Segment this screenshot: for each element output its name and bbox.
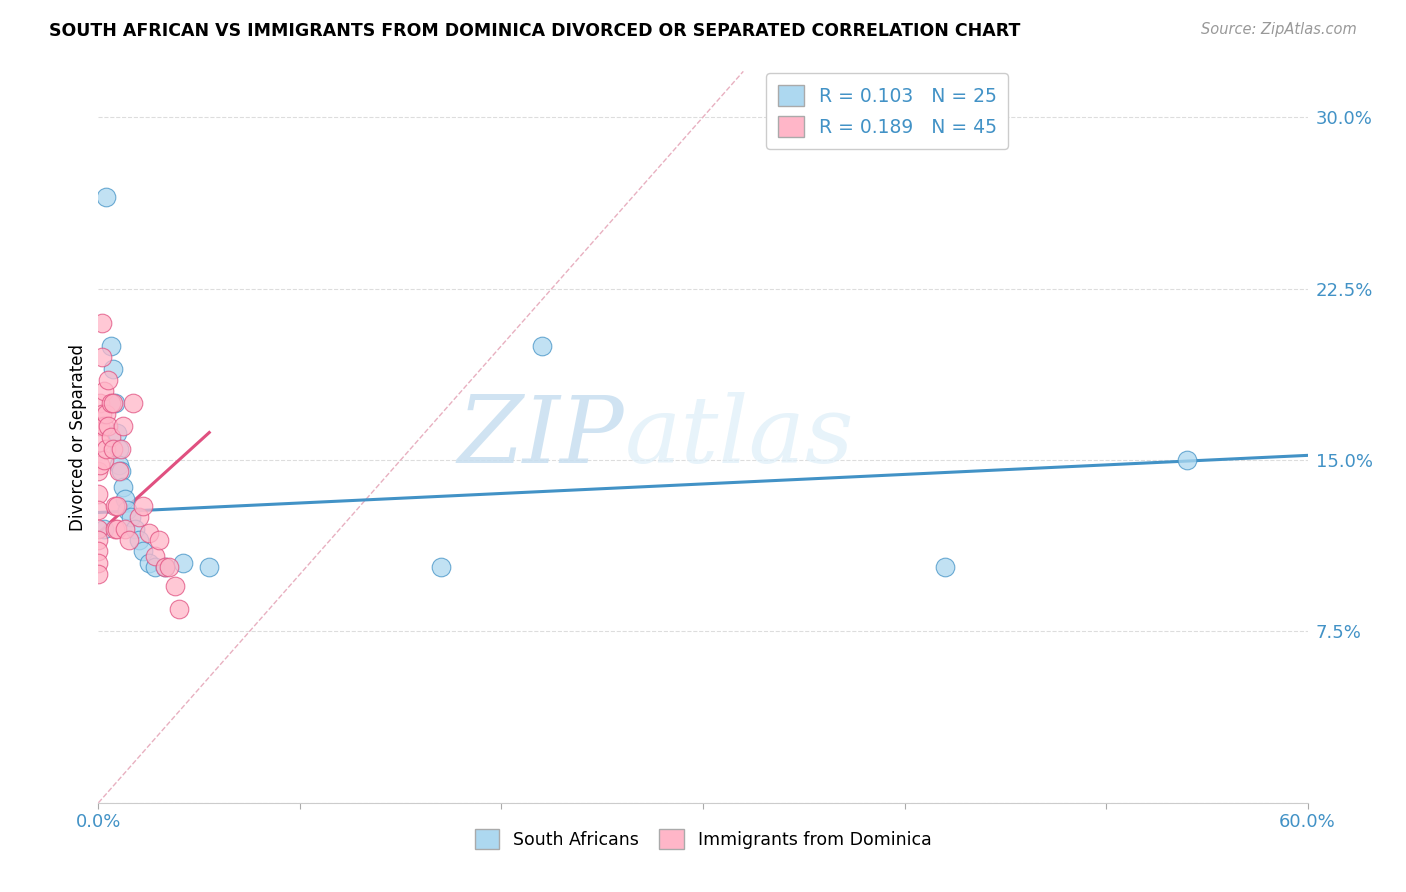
- Text: atlas: atlas: [624, 392, 853, 482]
- Point: [87, 556, 110, 570]
- Point: [93, 418, 115, 433]
- Point: [103, 499, 125, 513]
- Point: [172, 556, 194, 570]
- Point: [128, 510, 150, 524]
- Point: [93, 521, 115, 535]
- Point: [110, 442, 132, 456]
- Point: [101, 396, 124, 410]
- Point: [105, 521, 128, 535]
- Point: [101, 442, 124, 456]
- Point: [105, 499, 128, 513]
- Point: [101, 361, 124, 376]
- Point: [110, 464, 132, 478]
- Point: [132, 499, 155, 513]
- Point: [91, 407, 114, 421]
- Point: [93, 453, 115, 467]
- Point: [89, 418, 111, 433]
- Point: [167, 601, 190, 615]
- Point: [100, 396, 122, 410]
- Point: [132, 544, 155, 558]
- Point: [120, 510, 142, 524]
- Point: [143, 560, 166, 574]
- Point: [153, 560, 176, 574]
- Point: [91, 350, 114, 364]
- Point: [124, 521, 146, 535]
- Point: [103, 521, 125, 535]
- Point: [148, 533, 170, 547]
- Point: [105, 425, 128, 440]
- Text: Source: ZipAtlas.com: Source: ZipAtlas.com: [1201, 22, 1357, 37]
- Point: [87, 521, 110, 535]
- Point: [87, 533, 110, 547]
- Point: [96, 442, 118, 456]
- Point: [87, 503, 110, 517]
- Point: [128, 533, 150, 547]
- Point: [103, 396, 125, 410]
- Point: [89, 434, 111, 449]
- Point: [87, 464, 110, 478]
- Point: [1175, 453, 1198, 467]
- Point: [91, 316, 114, 330]
- Point: [118, 533, 141, 547]
- Point: [114, 491, 136, 506]
- Point: [87, 567, 110, 582]
- Point: [107, 442, 129, 456]
- Point: [111, 418, 134, 433]
- Point: [100, 430, 122, 444]
- Point: [87, 487, 110, 501]
- Y-axis label: Divorced or Separated: Divorced or Separated: [69, 343, 87, 531]
- Point: [143, 549, 166, 563]
- Point: [138, 556, 160, 570]
- Point: [153, 560, 176, 574]
- Text: ZIP: ZIP: [458, 392, 624, 482]
- Point: [97, 418, 120, 433]
- Point: [198, 560, 221, 574]
- Point: [107, 458, 129, 472]
- Point: [97, 373, 120, 387]
- Point: [89, 396, 111, 410]
- Point: [934, 560, 956, 574]
- Point: [121, 396, 143, 410]
- Point: [530, 338, 553, 352]
- Point: [115, 503, 138, 517]
- Point: [96, 407, 118, 421]
- Point: [87, 544, 110, 558]
- Legend: South Africans, Immigrants from Dominica: South Africans, Immigrants from Dominica: [468, 822, 938, 856]
- Point: [107, 464, 129, 478]
- Text: SOUTH AFRICAN VS IMMIGRANTS FROM DOMINICA DIVORCED OR SEPARATED CORRELATION CHAR: SOUTH AFRICAN VS IMMIGRANTS FROM DOMINIC…: [49, 22, 1021, 40]
- Point: [114, 521, 136, 535]
- Point: [163, 579, 186, 593]
- Point: [138, 526, 160, 541]
- Point: [111, 480, 134, 494]
- Point: [96, 190, 118, 204]
- Point: [157, 560, 180, 574]
- Point: [100, 338, 122, 352]
- Point: [430, 560, 453, 574]
- Point: [93, 384, 115, 399]
- Point: [89, 458, 111, 472]
